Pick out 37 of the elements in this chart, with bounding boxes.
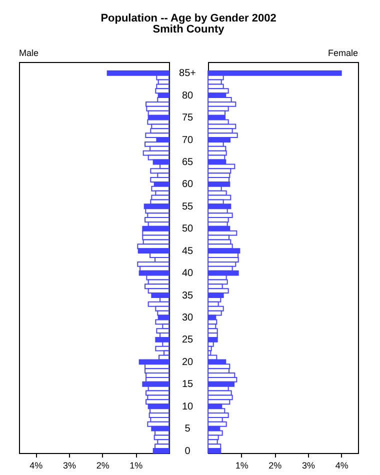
- text: Male: [19, 48, 39, 58]
- y-tick-label: 65: [182, 156, 194, 168]
- bar: [208, 421, 227, 427]
- y-tick-label: 40: [182, 268, 194, 280]
- y-tick-label: 0: [184, 446, 191, 457]
- y-tick-label: 80: [182, 90, 194, 102]
- x-tick-label: 4%: [30, 460, 43, 470]
- y-tick-label: 60: [182, 179, 194, 190]
- x-tick-label: 2%: [96, 460, 110, 470]
- bar: [208, 346, 212, 352]
- text: Female: [328, 48, 358, 58]
- y-tick-label: 15: [182, 379, 194, 390]
- bar: [155, 346, 170, 352]
- bar: [155, 319, 170, 325]
- chart-title: Population -- Age by Gender 2002: [100, 12, 276, 24]
- y-tick-label: 5: [184, 424, 191, 435]
- bar: [208, 310, 222, 316]
- y-tick-label: 50: [182, 224, 194, 235]
- bar: [155, 336, 170, 342]
- y-tick-label: 75: [182, 112, 194, 124]
- x-tick-label: 1%: [235, 460, 248, 470]
- y-tick-label: 25: [182, 334, 194, 346]
- x-tick-label: 3%: [62, 460, 76, 470]
- y-tick-label: 70: [182, 134, 194, 146]
- chart-subtitle: Smith County: [152, 24, 226, 36]
- bar: [208, 270, 239, 276]
- y-tick-label: 30: [182, 312, 194, 324]
- y-tick-label: 35: [182, 290, 194, 302]
- y-tick-label: 45: [182, 246, 194, 257]
- x-tick-label: 3%: [302, 460, 316, 470]
- x-tick-label: 4%: [335, 460, 348, 470]
- y-tick-label: 85+: [179, 68, 196, 80]
- y-tick-label: 10: [182, 401, 194, 412]
- y-tick-label: 55: [182, 201, 194, 212]
- x-tick-label: 1%: [130, 460, 143, 470]
- x-tick-label: 2%: [268, 460, 282, 470]
- y-tick-label: 20: [182, 356, 194, 368]
